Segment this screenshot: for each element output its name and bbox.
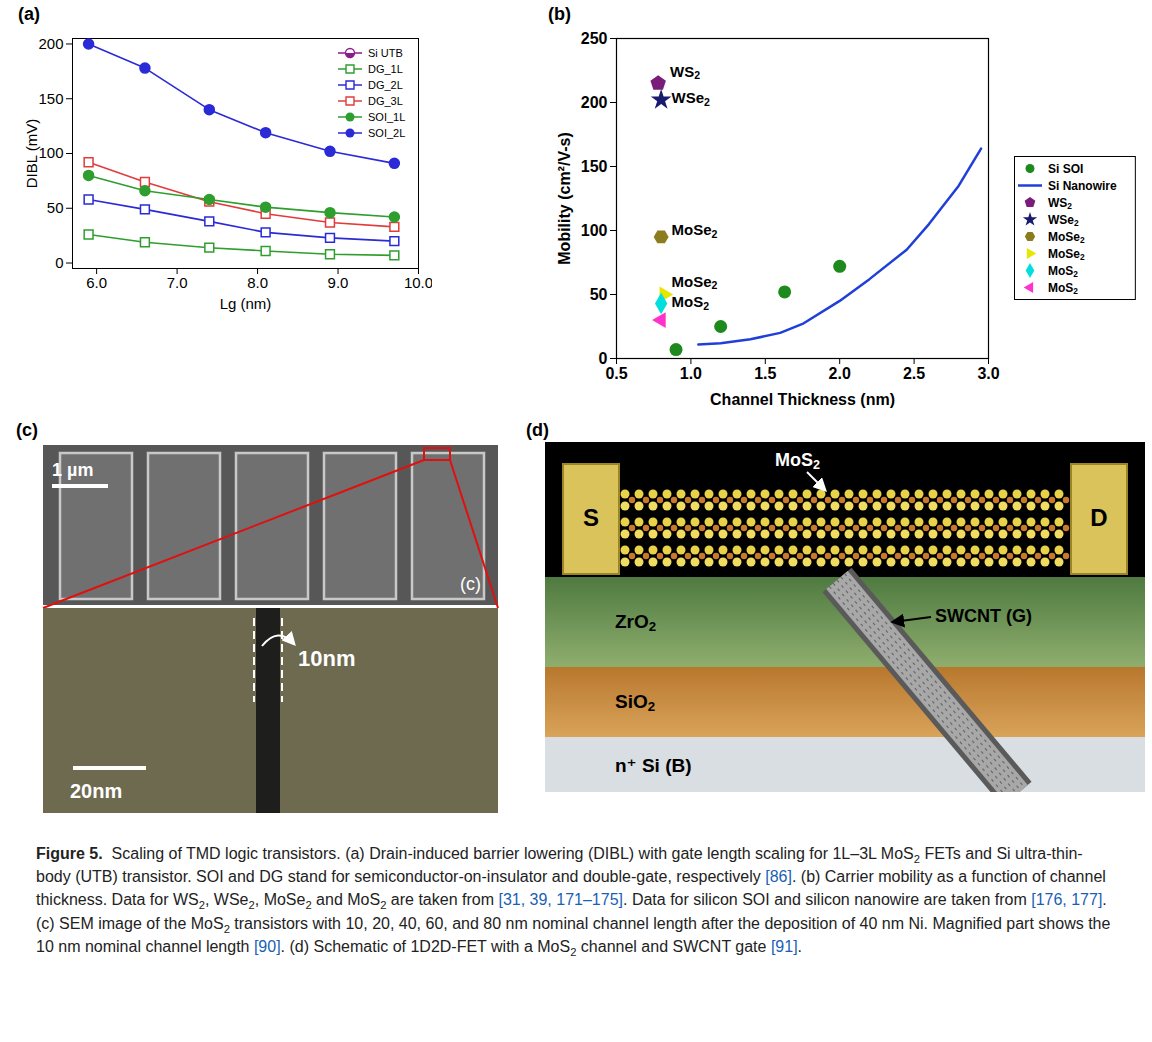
- svg-text:WS2: WS2: [670, 63, 700, 82]
- svg-text:MoSe2: MoSe2: [672, 273, 718, 292]
- html-text:(c): (c): [16, 420, 38, 440]
- svg-text:MoS2: MoS2: [672, 293, 710, 312]
- svg-text:SiO2: SiO2: [615, 691, 655, 714]
- svg-text:200: 200: [581, 94, 608, 111]
- svg-text:7.0: 7.0: [167, 274, 188, 291]
- svg-text:0: 0: [598, 349, 608, 367]
- svg-text:2.5: 2.5: [903, 365, 925, 382]
- svg-text:MoSe2: MoSe2: [1048, 230, 1085, 245]
- svg-text:MoS2: MoS2: [775, 450, 820, 472]
- svg-text:MoS2: MoS2: [1048, 281, 1078, 296]
- svg-text:MoSe2: MoSe2: [672, 221, 718, 240]
- svg-text:SOI_1L: SOI_1L: [368, 111, 405, 123]
- svg-text:DG_1L: DG_1L: [368, 63, 403, 75]
- svg-text:WS2: WS2: [1048, 196, 1072, 211]
- svg-text:S: S: [583, 504, 599, 531]
- html-text:(d): (d): [526, 420, 549, 440]
- svg-text:3.0: 3.0: [977, 365, 999, 382]
- svg-text:DIBL (mV): DIBL (mV): [23, 119, 40, 188]
- svg-text:20nm: 20nm: [70, 780, 122, 802]
- svg-text:10nm: 10nm: [298, 646, 355, 671]
- svg-text:0: 0: [55, 254, 63, 271]
- svg-text:50: 50: [47, 199, 64, 216]
- svg-text:D: D: [1090, 504, 1107, 531]
- svg-text:Lg (nm): Lg (nm): [220, 295, 272, 312]
- svg-text:MoSe2: MoSe2: [1048, 247, 1085, 262]
- svg-text:Si SOI: Si SOI: [1048, 162, 1083, 176]
- svg-text:1.0: 1.0: [680, 365, 702, 382]
- svg-text:DG_2L: DG_2L: [368, 79, 403, 91]
- svg-text:Channel Thickness (nm): Channel Thickness (nm): [710, 391, 895, 408]
- svg-text:8.0: 8.0: [247, 274, 268, 291]
- html-text:(a): (a): [18, 4, 40, 24]
- svg-text:100: 100: [38, 144, 63, 161]
- svg-text:0.5: 0.5: [605, 365, 627, 382]
- svg-text:ZrO2: ZrO2: [615, 611, 656, 634]
- svg-text:SOI_2L: SOI_2L: [368, 127, 405, 139]
- svg-text:Mobility (cm²/V-s): Mobility (cm²/V-s): [556, 132, 573, 264]
- svg-text:DG_3L: DG_3L: [368, 95, 403, 107]
- svg-text:6.0: 6.0: [86, 274, 107, 291]
- svg-text:50: 50: [590, 286, 608, 303]
- svg-text:150: 150: [38, 90, 63, 107]
- svg-text:SWCNT (G): SWCNT (G): [935, 606, 1032, 626]
- svg-text:9.0: 9.0: [328, 274, 349, 291]
- svg-text:(c): (c): [460, 574, 481, 594]
- svg-text:MoS2: MoS2: [1048, 264, 1078, 279]
- svg-text:Si UTB: Si UTB: [368, 47, 403, 59]
- svg-text:1.5: 1.5: [754, 365, 776, 382]
- svg-text:100: 100: [581, 222, 608, 239]
- svg-text:WSe2: WSe2: [672, 89, 711, 108]
- svg-text:250: 250: [581, 30, 608, 47]
- svg-text:10.0: 10.0: [404, 274, 432, 291]
- svg-text:150: 150: [581, 158, 608, 175]
- svg-text:1 µm: 1 µm: [52, 460, 93, 480]
- svg-text:200: 200: [38, 35, 63, 52]
- svg-text:2.0: 2.0: [829, 365, 851, 382]
- html-text:Figure 5. Scaling of TMD logic: Figure 5. Scaling of TMD logic transisto…: [36, 845, 1111, 958]
- html-text:(b): (b): [548, 4, 571, 24]
- svg-text:Si Nanowire: Si Nanowire: [1048, 179, 1117, 193]
- svg-text:n⁺ Si (B): n⁺ Si (B): [615, 755, 692, 776]
- svg-text:WSe2: WSe2: [1048, 213, 1079, 228]
